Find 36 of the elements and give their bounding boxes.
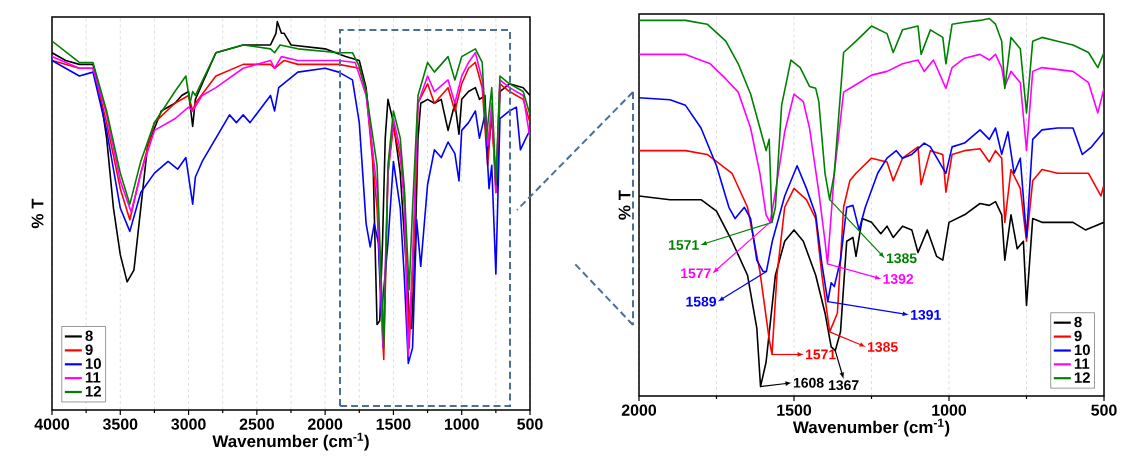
legend-label: 8 [85,330,93,342]
legend-label: 12 [85,386,101,397]
annotation: 1391 [911,309,941,320]
annotation: 1589 [686,296,717,307]
legend-label: 9 [1074,330,1082,342]
x-tick-label: 4000 [34,418,70,430]
annotation: 1608 [793,377,824,388]
x-tick-label: 1500 [376,418,411,430]
legend-label: 8 [1074,316,1082,328]
annotation: 1392 [883,274,914,284]
x-tick-label: 500 [1091,404,1117,416]
x-axis-title: Wavenumber (cm$^{-1}$) [212,432,369,451]
legend-label: 12 [1074,372,1090,383]
x-axis-title: Wavenumber (cm$^{-1}$) [792,418,950,437]
legend-label: 9 [85,344,93,355]
annotation: 1577 [681,268,711,279]
legend-label: 10 [1074,344,1090,356]
annotation: 1571 [669,240,699,250]
x-tick-label: 2000 [621,404,657,416]
y-axis-title: % T [31,198,44,229]
annotation: 1385 [886,253,917,264]
annotation: 1367 [828,380,859,391]
x-tick-label: 1500 [777,404,812,416]
x-tick-label: 2000 [307,418,343,430]
legend-label: 11 [85,372,101,383]
legend-label: 11 [1074,358,1090,369]
annotation: 1571 [805,349,836,360]
x-tick-label: 500 [517,418,543,430]
legend-label: 10 [85,358,101,369]
x-tick-label: 1000 [444,418,479,430]
x-tick-label: 1000 [932,404,967,416]
x-tick-label: 3500 [102,418,138,430]
x-tick-label: 2500 [239,418,274,430]
x-tick-label: 3000 [171,418,206,430]
annotation: 1385 [867,341,898,352]
y-axis-title: % T [618,190,631,220]
